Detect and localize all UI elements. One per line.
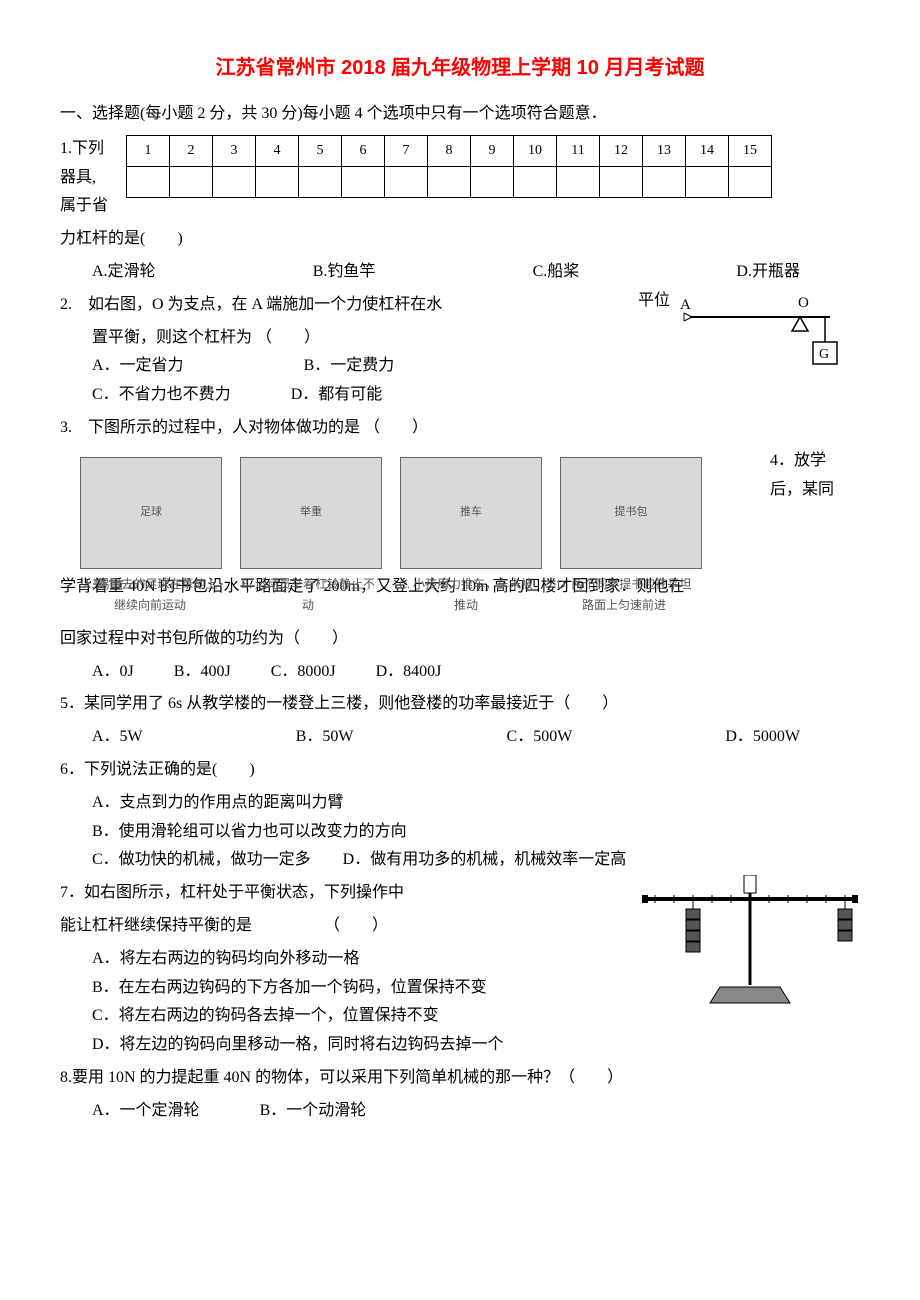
q4-opt-c: C．8000J	[271, 658, 336, 687]
q4-opt-a: A．0J	[92, 658, 134, 687]
q1-stem-c: 属于省	[60, 197, 108, 214]
answer-sheet-table: 1 2 3 4 5 6 7 8 9 10 11 12 13 14 15	[126, 135, 772, 198]
col-15: 15	[729, 135, 772, 166]
table-header-row: 1 2 3 4 5 6 7 8 9 10 11 12 13 14 15	[127, 135, 772, 166]
q6-opt-b: B．使用滑轮组可以省力也可以改变力的方向	[60, 818, 860, 847]
col-8: 8	[428, 135, 471, 166]
q2-opt-b: B．一定费力	[304, 352, 395, 381]
q4-right-fragment: 4．放学 后，某同	[770, 447, 860, 505]
section1-heading: 一、选择题(每小题 2 分，共 30 分)每小题 4 个选项中只有一个选项符合题…	[60, 100, 860, 129]
q3-stem: 3. 下图所示的过程中，人对物体做功的是 （ ）	[60, 414, 860, 443]
q3-cap-d: D. 两个同学提书包在平坦路面上匀速前进	[554, 574, 694, 617]
q4-opt-d: D．8400J	[376, 658, 442, 687]
q1-block: 1.下列 器具, 属于省 1 2 3 4 5 6 7 8 9 10 11 12 …	[60, 135, 860, 221]
q4-opt-b: B．400J	[174, 658, 231, 687]
q2-line2: 置平衡，则这个杠杆为 （ ）	[60, 324, 638, 353]
q7-line2: 能让杠杆继续保持平衡的是 （ ）	[60, 912, 634, 941]
col-1: 1	[127, 135, 170, 166]
q5-opt-a: A．5W	[92, 723, 143, 752]
col-9: 9	[471, 135, 514, 166]
q1-opt-c: C.船桨	[533, 258, 580, 287]
q7-opt-d: D．将左边的钩码向里移动一格，同时将右边钩码去掉一个	[60, 1031, 634, 1060]
lever-G-label: G	[819, 347, 829, 362]
q1-stem-d: 力杠杆的是( )	[60, 225, 860, 254]
col-12: 12	[600, 135, 643, 166]
col-13: 13	[643, 135, 686, 166]
q4-line2: 回家过程中对书包所做的功约为（ ）	[60, 625, 860, 654]
col-2: 2	[170, 135, 213, 166]
col-14: 14	[686, 135, 729, 166]
exam-title: 江苏省常州市 2018 届九年级物理上学期 10 月月考试题	[60, 50, 860, 86]
q5-opt-d: D．5000W	[725, 723, 800, 752]
lever-diagram: A O G	[680, 287, 860, 377]
q6-opt-a: A．支点到力的作用点的距离叫力臂	[60, 789, 860, 818]
q2-opt-d: D．都有可能	[291, 381, 383, 410]
q2-opt-c: C．不省力也不费力	[92, 381, 231, 410]
q7-line1: 7．如右图所示，杠杆处于平衡状态，下列操作中	[60, 879, 634, 908]
col-7: 7	[385, 135, 428, 166]
col-10: 10	[514, 135, 557, 166]
q5-stem: 5．某同学用了 6s 从教学楼的一楼登上三楼，则他登楼的功率最接近于（ ）	[60, 690, 860, 719]
q3-captions: A. 踢出去的足球在草地上继续向前运动 B. 运动员举着杠铃静止不动 C. 小孩…	[80, 574, 860, 617]
col-6: 6	[342, 135, 385, 166]
q2-line1: 2. 如右图，O 为支点，在 A 端施加一个力使杠杆在水	[60, 296, 442, 313]
q5-options: A．5W B．50W C．500W D．5000W	[60, 723, 860, 752]
q5-opt-b: B．50W	[296, 723, 354, 752]
q8-opt-b: B．一个动滑轮	[260, 1097, 367, 1126]
q3-img-a: 足球	[80, 457, 222, 569]
q7-opt-c: C．将左右两边的钩码各去掉一个，位置保持不变	[60, 1002, 634, 1031]
lever-O-label: O	[798, 295, 809, 311]
q7-opt-b: B．在左右两边钩码的下方各加一个钩码，位置保持不变	[60, 974, 634, 1003]
q4-right-a: 4．放学	[770, 452, 826, 469]
q3-img-b: 举重	[240, 457, 382, 569]
q3-img-d: 提书包	[560, 457, 702, 569]
q3-images: 足球 举重 推车 提书包	[80, 457, 764, 569]
col-4: 4	[256, 135, 299, 166]
q3-cap-b: B. 运动员举着杠铃静止不动	[238, 574, 378, 617]
balance-diagram	[640, 875, 860, 1015]
q8-options: A．一个定滑轮 B．一个动滑轮	[60, 1097, 860, 1126]
q6-stem: 6．下列说法正确的是( )	[60, 756, 860, 785]
q5-opt-c: C．500W	[507, 723, 573, 752]
q2-opt-a: A．一定省力	[92, 352, 184, 381]
q1-opt-a: A.定滑轮	[92, 258, 156, 287]
col-3: 3	[213, 135, 256, 166]
q8-opt-a: A．一个定滑轮	[92, 1097, 200, 1126]
q7-block: 7．如右图所示，杠杆处于平衡状态，下列操作中 能让杠杆继续保持平衡的是 （ ） …	[60, 875, 860, 1060]
col-11: 11	[557, 135, 600, 166]
q3-cap-c: C. 小孩用力推车，车未被推动	[396, 574, 536, 617]
q6-opt-cd: C．做功快的机械，做功一定多 D．做有用功多的机械，机械效率一定高	[60, 846, 860, 875]
q7-opt-a: A．将左右两边的钩码均向外移动一格	[60, 945, 634, 974]
q2-block: 2. 如右图，O 为支点，在 A 端施加一个力使杠杆在水 置平衡，则这个杠杆为 …	[60, 287, 860, 410]
q1-stem-b: 器具,	[60, 169, 96, 186]
table-answer-row	[127, 166, 772, 197]
q3-img-c: 推车	[400, 457, 542, 569]
q3-cap-a: A. 踢出去的足球在草地上继续向前运动	[80, 574, 220, 617]
q8-stem: 8.要用 10N 的力提起重 40N 的物体，可以采用下列简单机械的那一种？（ …	[60, 1064, 860, 1093]
q4-right-b: 后，某同	[770, 481, 834, 498]
q4-options: A．0J B．400J C．8000J D．8400J	[60, 658, 860, 687]
q1-stem-a: 1.下列	[60, 140, 104, 157]
q2-line1-right: 平位	[638, 287, 670, 316]
q1-opt-d: D.开瓶器	[736, 258, 800, 287]
q1-options: A.定滑轮 B.钓鱼竿 C.船桨 D.开瓶器	[60, 258, 860, 287]
lever-A-label: A	[680, 297, 691, 313]
q1-opt-b: B.钓鱼竿	[313, 258, 376, 287]
col-5: 5	[299, 135, 342, 166]
